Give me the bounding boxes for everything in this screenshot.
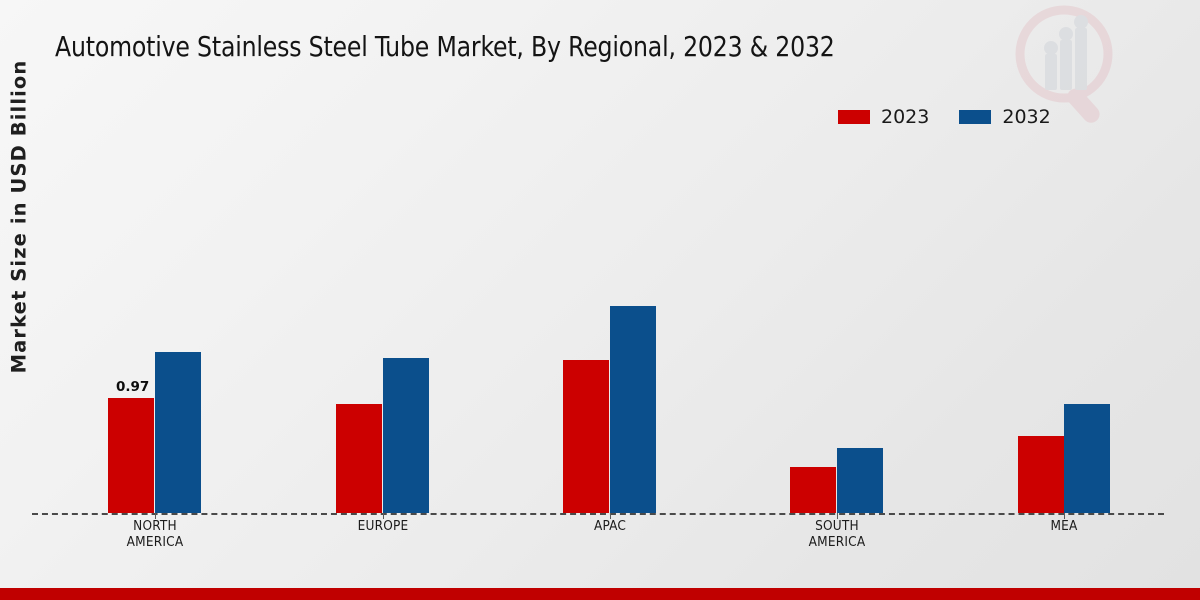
legend-label-2032: 2032	[1002, 105, 1051, 128]
x-label-line: AMERICA	[126, 533, 184, 550]
legend-entry-2032[interactable]: 2032	[959, 105, 1051, 128]
x-label-line: NORTH	[133, 518, 177, 534]
x-tick-apac	[610, 513, 611, 519]
x-label-line: APAC	[593, 518, 627, 534]
chart-title: Automotive Stainless Steel Tube Market, …	[55, 31, 835, 63]
x-label-europe: EUROPE	[268, 518, 498, 535]
x-tick-south-america	[837, 513, 838, 519]
x-tick-mea	[1064, 513, 1065, 519]
x-label-line: MEA	[1050, 518, 1078, 534]
legend-label-2023: 2023	[881, 105, 930, 128]
bar-2023-apac[interactable]	[563, 360, 609, 513]
bar-2032-europe[interactable]	[383, 357, 429, 513]
value-label-2023-north-america: 0.97	[116, 379, 150, 396]
bar-2023-europe[interactable]	[336, 403, 382, 513]
bar-2032-mea[interactable]	[1064, 403, 1110, 513]
x-label-north-america: NORTH AMERICA	[40, 518, 270, 550]
chart-legend: 2023 2032	[838, 104, 1051, 130]
x-label-line: AMERICA	[808, 533, 866, 550]
bar-2032-south-america[interactable]	[837, 447, 883, 513]
x-axis-baseline	[32, 513, 1164, 515]
legend-entry-2023[interactable]: 2023	[838, 105, 930, 128]
x-tick-europe	[383, 513, 384, 519]
legend-swatch-2023	[838, 110, 870, 124]
bottom-accent-strip	[0, 588, 1200, 600]
bar-2023-north-america[interactable]	[108, 398, 154, 513]
x-label-line: EUROPE	[357, 518, 409, 534]
legend-swatch-2032	[959, 110, 992, 124]
bar-2023-south-america[interactable]	[790, 466, 836, 513]
x-tick-north-america	[155, 513, 156, 519]
x-label-line: SOUTH	[815, 518, 859, 534]
bar-2032-north-america[interactable]	[155, 351, 201, 513]
bar-2032-apac[interactable]	[610, 305, 656, 513]
bar-2023-mea[interactable]	[1018, 435, 1064, 513]
x-label-south-america: SOUTH AMERICA	[722, 518, 952, 550]
x-label-apac: APAC	[495, 518, 725, 535]
x-label-mea: MEA	[949, 518, 1179, 535]
